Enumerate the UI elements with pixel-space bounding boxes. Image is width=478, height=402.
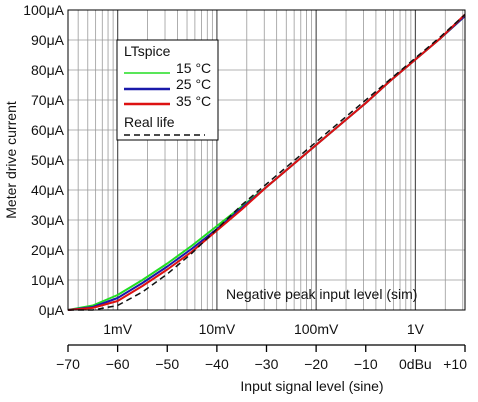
legend-label-35c: 35 °C [176, 93, 211, 109]
y-axis-title: Meter drive current [3, 101, 19, 219]
x-axis-volts: 1mV 10mV 100mV 1V [103, 321, 424, 337]
legend-label-real-life: Real life [124, 114, 175, 130]
y-tick-label: 20μA [31, 242, 65, 258]
series-line-35c [67, 13, 466, 311]
x-tick-label-volts: 1mV [103, 321, 132, 337]
y-tick-label: 30μA [31, 212, 65, 228]
x-axis-title: Input signal level (sine) [240, 378, 383, 394]
x2-tick-label: 0dBu [399, 356, 432, 372]
series-group [67, 13, 466, 311]
x-tick-label-volts: 100mV [294, 321, 339, 337]
y-tick-label: 90μA [31, 32, 65, 48]
x2-tick-label: −70 [56, 356, 80, 372]
annotation-label: Negative peak input level (sim) [226, 286, 417, 302]
y-tick-label: 10μA [31, 272, 65, 288]
legend-title: LTspice [124, 43, 171, 59]
x-axis-dbu: −70 −60 −50 −40 −30 −20 −10 0dBu +10 [56, 345, 467, 372]
y-tick-label: 100μA [23, 2, 64, 18]
x2-tick-label: −20 [304, 356, 328, 372]
x-tick-label-volts: 1V [407, 321, 425, 337]
y-tick-label: 80μA [31, 62, 65, 78]
x2-tick-label: +10 [443, 356, 467, 372]
y-tick-label: 0μA [39, 302, 65, 318]
y-tick-label: 70μA [31, 92, 65, 108]
legend-label-15c: 15 °C [176, 60, 211, 76]
y-tick-label: 40μA [31, 182, 65, 198]
plot-frame [67, 9, 466, 311]
x2-tick-label: −10 [354, 356, 378, 372]
x2-tick-label: −30 [255, 356, 279, 372]
x-tick-label-volts: 10mV [199, 321, 236, 337]
legend-label-25c: 25 °C [176, 76, 211, 92]
y-tick-label: 60μA [31, 122, 65, 138]
x2-tick-label: −60 [106, 356, 130, 372]
y-tick-label: 50μA [31, 152, 65, 168]
y-axis: 0μA 10μA 20μA 30μA 40μA 50μA 60μA 70μA 80μA 90μA 1… [23, 2, 64, 318]
x2-tick-label: −40 [205, 356, 229, 372]
series-line-real-life [68, 13, 466, 311]
legend: LTspice 15 °C 25 °C 35 °C Real life [116, 39, 219, 141]
x2-tick-label: −50 [155, 356, 179, 372]
